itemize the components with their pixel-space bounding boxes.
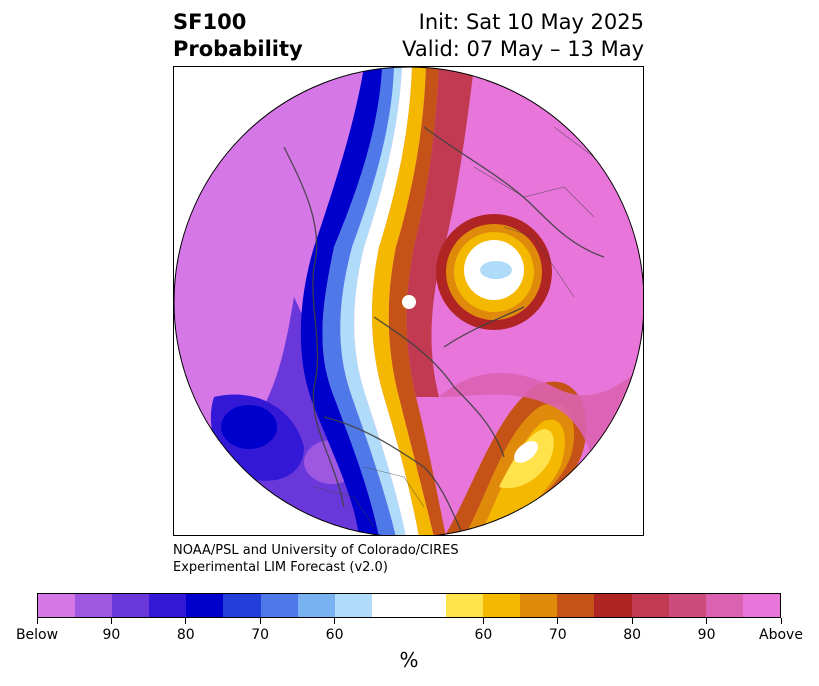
valid-range: Valid: 07 May – 13 May [402, 37, 644, 61]
colorbar-segment [371, 594, 409, 617]
forecast-map [173, 66, 644, 536]
colorbar-tick [482, 618, 484, 624]
colorbar-tick-label: 70 [251, 627, 270, 643]
colorbar-segment [38, 594, 76, 617]
colorbar [37, 593, 781, 618]
colorbar-tick [557, 618, 559, 624]
colorbar-tick-label: Above [759, 627, 803, 643]
colorbar-segment [446, 594, 484, 617]
colorbar-segment [557, 594, 595, 617]
init-date: Init: Sat 10 May 2025 [418, 10, 644, 34]
colorbar-segment [705, 594, 743, 617]
polar-map-svg [174, 67, 643, 535]
colorbar-segment [297, 594, 335, 617]
colorbar-segment [594, 594, 632, 617]
colorbar-segment [408, 594, 447, 617]
colorbar-tick [780, 618, 782, 624]
credit-line-1: NOAA/PSL and University of Colorado/CIRE… [173, 543, 459, 558]
colorbar-segment [483, 594, 521, 617]
colorbar-segment [223, 594, 261, 617]
colorbar-unit: % [399, 648, 419, 672]
colorbar-tick [110, 618, 112, 624]
colorbar-tick-label: Below [15, 627, 59, 643]
colorbar-tick-label: 80 [176, 627, 195, 643]
colorbar-segment [149, 594, 187, 617]
forecast-dates: Init: Sat 10 May 2025 Valid: 07 May – 13… [402, 9, 644, 63]
colorbar-tick-label: 60 [325, 627, 344, 643]
map-title: SF100 Probability [173, 9, 303, 63]
colorbar-segment [112, 594, 150, 617]
colorbar-tick-label: 70 [548, 627, 567, 643]
credit-text: NOAA/PSL and University of Colorado/CIRE… [173, 542, 459, 576]
variable-name: SF100 [173, 10, 247, 34]
colorbar-tick [334, 618, 336, 624]
colorbar-segment [520, 594, 558, 617]
colorbar-tick [706, 618, 708, 624]
colorbar-tick [36, 618, 38, 624]
colorbar-tick-label: 60 [474, 627, 493, 643]
credit-line-2: Experimental LIM Forecast (v2.0) [173, 560, 388, 575]
colorbar-segment [186, 594, 224, 617]
probability-field [174, 67, 643, 535]
colorbar-tick-label: 80 [623, 627, 642, 643]
colorbar-segment [668, 594, 706, 617]
product-name: Probability [173, 37, 303, 61]
colorbar-segment [631, 594, 669, 617]
colorbar-tick-label: 90 [102, 627, 121, 643]
colorbar-tick-label: 90 [697, 627, 716, 643]
colorbar-tick [185, 618, 187, 624]
colorbar-segment [75, 594, 113, 617]
colorbar-tick [631, 618, 633, 624]
colorbar-segment [260, 594, 298, 617]
colorbar-tick [259, 618, 261, 624]
colorbar-segment [742, 594, 780, 617]
colorbar-segment [334, 594, 372, 617]
